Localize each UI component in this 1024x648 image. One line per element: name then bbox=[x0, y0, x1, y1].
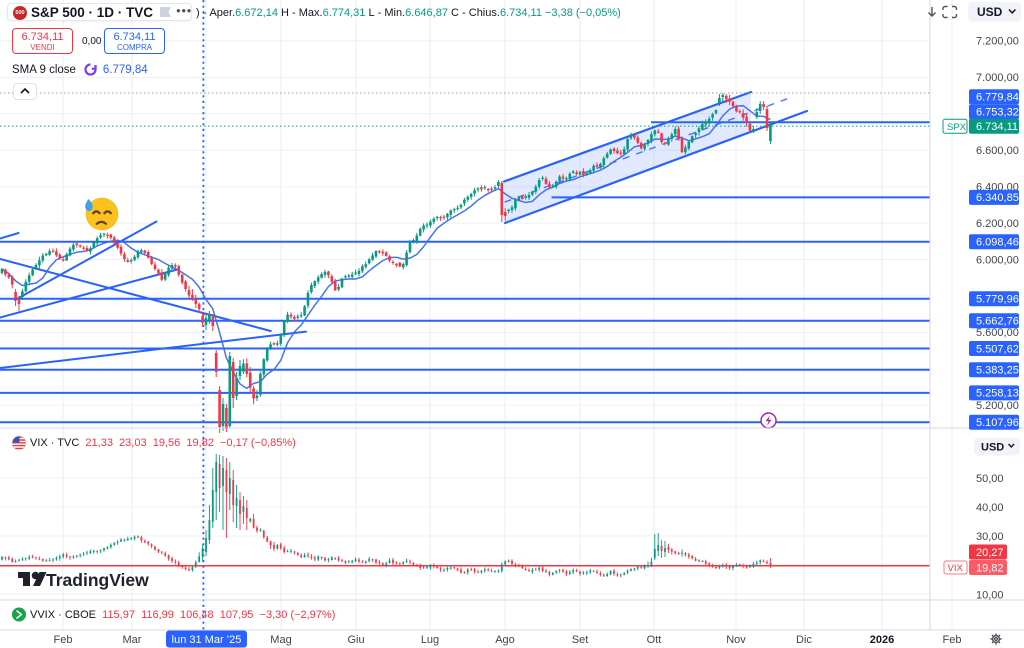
svg-text:Feb: Feb bbox=[943, 634, 962, 646]
svg-text:Mag: Mag bbox=[270, 634, 291, 646]
svg-text:Ago: Ago bbox=[495, 634, 515, 646]
svg-text:5.200,00: 5.200,00 bbox=[976, 400, 1019, 412]
svg-text:5.662,76: 5.662,76 bbox=[976, 316, 1019, 328]
svg-text:6.098,46: 6.098,46 bbox=[976, 237, 1019, 249]
svg-text:VIX: VIX bbox=[948, 563, 964, 574]
svg-text:6.000,00: 6.000,00 bbox=[976, 254, 1019, 266]
svg-text:40,00: 40,00 bbox=[976, 502, 1004, 514]
svg-text:19,82: 19,82 bbox=[976, 563, 1004, 575]
svg-text:6.600,00: 6.600,00 bbox=[976, 145, 1019, 157]
svg-text:Lug: Lug bbox=[421, 634, 439, 646]
svg-text:6.200,00: 6.200,00 bbox=[976, 218, 1019, 230]
svg-text:Giu: Giu bbox=[347, 634, 364, 646]
svg-text:5.107,96: 5.107,96 bbox=[976, 417, 1019, 429]
svg-text:30,00: 30,00 bbox=[976, 531, 1004, 543]
svg-text:5.383,25: 5.383,25 bbox=[976, 365, 1019, 377]
svg-text:7.200,00: 7.200,00 bbox=[976, 36, 1019, 48]
svg-text:Nov: Nov bbox=[726, 634, 746, 646]
svg-text:Feb: Feb bbox=[54, 634, 73, 646]
svg-text:7.000,00: 7.000,00 bbox=[976, 72, 1019, 84]
svg-text:5.258,13: 5.258,13 bbox=[976, 388, 1019, 400]
svg-text:USD: USD bbox=[977, 5, 1003, 19]
svg-text:Set: Set bbox=[572, 634, 589, 646]
svg-text:6.340,85: 6.340,85 bbox=[976, 192, 1019, 204]
svg-text:Dic: Dic bbox=[796, 634, 812, 646]
svg-text:50,00: 50,00 bbox=[976, 473, 1004, 485]
svg-text:20,27: 20,27 bbox=[976, 547, 1004, 559]
svg-text:5.779,96: 5.779,96 bbox=[976, 294, 1019, 306]
svg-text:6.753,32: 6.753,32 bbox=[976, 107, 1019, 119]
svg-text:2026: 2026 bbox=[870, 634, 894, 646]
svg-text:Ott: Ott bbox=[647, 634, 662, 646]
svg-text:5.507,62: 5.507,62 bbox=[976, 343, 1019, 355]
svg-text:lun 31 Mar ’25: lun 31 Mar ’25 bbox=[172, 634, 242, 646]
svg-text:SPX: SPX bbox=[947, 122, 967, 133]
svg-text:6.734,11: 6.734,11 bbox=[976, 121, 1018, 133]
svg-text:5.600,00: 5.600,00 bbox=[976, 327, 1019, 339]
svg-text:TradingView: TradingView bbox=[46, 570, 149, 590]
svg-text:Mar: Mar bbox=[123, 634, 142, 646]
svg-text:USD: USD bbox=[981, 442, 1004, 454]
svg-text:6.779,84: 6.779,84 bbox=[976, 92, 1019, 104]
svg-text:10,00: 10,00 bbox=[976, 589, 1004, 601]
